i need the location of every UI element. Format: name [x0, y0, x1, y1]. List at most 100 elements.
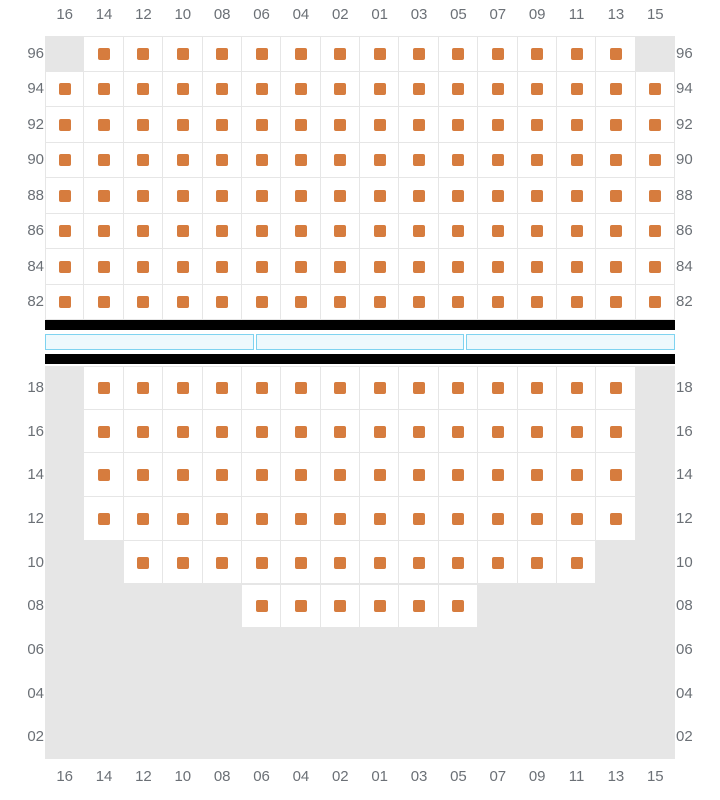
seat-marker[interactable]	[571, 119, 583, 131]
seat-marker[interactable]	[492, 190, 504, 202]
seat-marker[interactable]	[531, 382, 543, 394]
seat-marker[interactable]	[571, 513, 583, 525]
seat-marker[interactable]	[177, 382, 189, 394]
seat-marker[interactable]	[571, 296, 583, 308]
seat-marker[interactable]	[413, 261, 425, 273]
seat-marker[interactable]	[216, 557, 228, 569]
seat-marker[interactable]	[137, 426, 149, 438]
seat-marker[interactable]	[177, 296, 189, 308]
seat-marker[interactable]	[374, 426, 386, 438]
seat-marker[interactable]	[452, 48, 464, 60]
seat-marker[interactable]	[216, 426, 228, 438]
seat-marker[interactable]	[531, 261, 543, 273]
seat-marker[interactable]	[452, 261, 464, 273]
seat-marker[interactable]	[452, 382, 464, 394]
seat-marker[interactable]	[334, 296, 346, 308]
seat-marker[interactable]	[492, 154, 504, 166]
seat-marker[interactable]	[413, 296, 425, 308]
seat-marker[interactable]	[256, 190, 268, 202]
seat-marker[interactable]	[413, 154, 425, 166]
seat-marker[interactable]	[610, 48, 622, 60]
seat-marker[interactable]	[177, 513, 189, 525]
seat-marker[interactable]	[295, 154, 307, 166]
seat-marker[interactable]	[413, 83, 425, 95]
seat-marker[interactable]	[256, 154, 268, 166]
seat-marker[interactable]	[452, 190, 464, 202]
seat-marker[interactable]	[413, 190, 425, 202]
seat-marker[interactable]	[256, 469, 268, 481]
seat-marker[interactable]	[374, 119, 386, 131]
seat-marker[interactable]	[295, 513, 307, 525]
seat-marker[interactable]	[295, 225, 307, 237]
seat-marker[interactable]	[177, 557, 189, 569]
seat-marker[interactable]	[374, 154, 386, 166]
seat-marker[interactable]	[492, 557, 504, 569]
seat-marker[interactable]	[649, 119, 661, 131]
seat-marker[interactable]	[610, 261, 622, 273]
seat-marker[interactable]	[452, 513, 464, 525]
seat-marker[interactable]	[531, 48, 543, 60]
seat-marker[interactable]	[137, 83, 149, 95]
seat-marker[interactable]	[571, 557, 583, 569]
seat-marker[interactable]	[374, 513, 386, 525]
seat-marker[interactable]	[413, 119, 425, 131]
seat-marker[interactable]	[610, 225, 622, 237]
seat-marker[interactable]	[492, 83, 504, 95]
seat-marker[interactable]	[98, 261, 110, 273]
seat-marker[interactable]	[610, 382, 622, 394]
seat-marker[interactable]	[256, 48, 268, 60]
seat-marker[interactable]	[295, 557, 307, 569]
seat-marker[interactable]	[571, 382, 583, 394]
seat-marker[interactable]	[137, 190, 149, 202]
seat-marker[interactable]	[295, 190, 307, 202]
seat-marker[interactable]	[256, 225, 268, 237]
seat-marker[interactable]	[531, 190, 543, 202]
seat-marker[interactable]	[374, 469, 386, 481]
seat-marker[interactable]	[531, 513, 543, 525]
seat-marker[interactable]	[334, 557, 346, 569]
seat-marker[interactable]	[295, 426, 307, 438]
seat-marker[interactable]	[492, 469, 504, 481]
seat-marker[interactable]	[374, 225, 386, 237]
seat-marker[interactable]	[649, 261, 661, 273]
seat-marker[interactable]	[177, 426, 189, 438]
seat-marker[interactable]	[137, 225, 149, 237]
seat-marker[interactable]	[216, 296, 228, 308]
seat-marker[interactable]	[98, 48, 110, 60]
seat-marker[interactable]	[649, 83, 661, 95]
seat-marker[interactable]	[334, 190, 346, 202]
seat-marker[interactable]	[374, 83, 386, 95]
seat-marker[interactable]	[610, 154, 622, 166]
seat-marker[interactable]	[452, 119, 464, 131]
seat-marker[interactable]	[177, 154, 189, 166]
seat-marker[interactable]	[531, 557, 543, 569]
seat-marker[interactable]	[452, 557, 464, 569]
seat-marker[interactable]	[374, 48, 386, 60]
seat-marker[interactable]	[413, 225, 425, 237]
seat-marker[interactable]	[374, 600, 386, 612]
seat-marker[interactable]	[413, 48, 425, 60]
seat-marker[interactable]	[216, 190, 228, 202]
seat-marker[interactable]	[610, 296, 622, 308]
seat-marker[interactable]	[177, 48, 189, 60]
seat-marker[interactable]	[649, 296, 661, 308]
seat-marker[interactable]	[137, 119, 149, 131]
seat-marker[interactable]	[177, 225, 189, 237]
seat-marker[interactable]	[98, 154, 110, 166]
seat-marker[interactable]	[452, 225, 464, 237]
seat-marker[interactable]	[137, 557, 149, 569]
seat-marker[interactable]	[492, 225, 504, 237]
seat-marker[interactable]	[59, 225, 71, 237]
seat-marker[interactable]	[98, 513, 110, 525]
seat-marker[interactable]	[531, 83, 543, 95]
seat-marker[interactable]	[334, 225, 346, 237]
seat-marker[interactable]	[256, 119, 268, 131]
seat-marker[interactable]	[413, 600, 425, 612]
seat-marker[interactable]	[256, 557, 268, 569]
seat-marker[interactable]	[610, 469, 622, 481]
seat-marker[interactable]	[334, 119, 346, 131]
seat-marker[interactable]	[177, 469, 189, 481]
seat-marker[interactable]	[256, 83, 268, 95]
seat-marker[interactable]	[216, 48, 228, 60]
seat-marker[interactable]	[98, 83, 110, 95]
